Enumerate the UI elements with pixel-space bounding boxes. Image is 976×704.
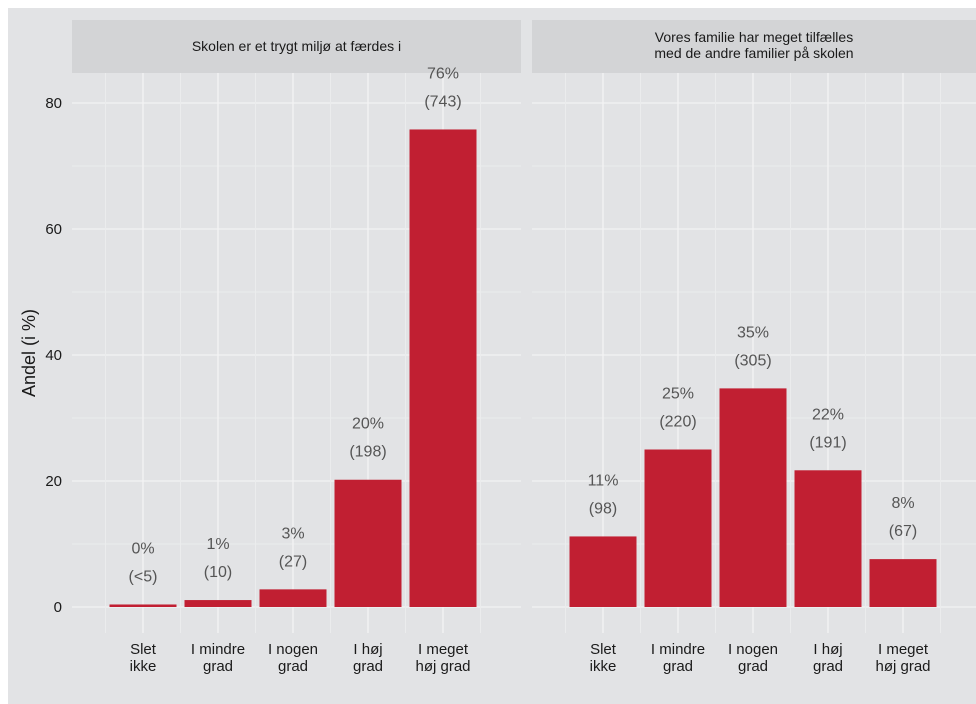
data-label-count: (305) <box>734 352 771 369</box>
x-tick-label: I mindre <box>651 641 705 658</box>
data-label-percent: 35% <box>737 324 769 341</box>
data-label-percent: 22% <box>812 406 844 423</box>
panel-1 <box>72 20 521 633</box>
x-tick-label: I nogen <box>268 641 318 658</box>
data-label-percent: 76% <box>427 65 459 82</box>
bar <box>569 536 637 607</box>
data-label-percent: 3% <box>281 525 304 542</box>
x-tick-label: I nogen <box>728 641 778 658</box>
x-tick-label: grad <box>278 658 308 675</box>
y-tick-label: 40 <box>45 347 62 364</box>
data-label-count: (<5) <box>129 568 158 585</box>
x-tick-label: Slet <box>590 641 617 658</box>
panel-2 <box>532 20 976 633</box>
x-tick-label: ikke <box>590 658 617 675</box>
y-tick-label: 20 <box>45 473 62 490</box>
bar <box>259 589 327 607</box>
data-label-count: (27) <box>279 553 307 570</box>
bar <box>184 600 252 607</box>
data-label-count: (67) <box>889 523 917 540</box>
x-tick-label: Slet <box>130 641 157 658</box>
data-label-count: (220) <box>659 414 696 431</box>
x-tick-label: I meget <box>418 641 469 658</box>
x-tick-label: høj grad <box>875 658 930 675</box>
x-tick-label: høj grad <box>415 658 470 675</box>
x-tick-label: I meget <box>878 641 929 658</box>
data-label-count: (98) <box>589 500 617 517</box>
bar <box>409 129 477 607</box>
y-axis-label: Andel (i %) <box>19 309 39 397</box>
x-tick-label: I høj <box>813 641 842 658</box>
data-label-count: (198) <box>349 444 386 461</box>
bar <box>334 479 402 607</box>
y-tick-label: 60 <box>45 221 62 238</box>
x-tick-label: grad <box>203 658 233 675</box>
x-tick-label: grad <box>353 658 383 675</box>
data-label-percent: 20% <box>352 416 384 433</box>
data-label-percent: 0% <box>131 540 154 557</box>
x-tick-label: I mindre <box>191 641 245 658</box>
bar <box>794 470 862 607</box>
data-label-count: (191) <box>809 434 846 451</box>
data-label-count: (10) <box>204 564 232 581</box>
bar <box>109 604 177 607</box>
y-tick-label: 80 <box>45 95 62 112</box>
bar <box>644 449 712 607</box>
facet-title: Skolen er et trygt miljø at færdes i <box>192 38 401 54</box>
y-tick-label: 0 <box>54 599 62 616</box>
facet-strip <box>532 20 976 73</box>
data-label-count: (743) <box>424 93 461 110</box>
x-tick-label: grad <box>813 658 843 675</box>
x-tick-label: I høj <box>353 641 382 658</box>
data-label-percent: 8% <box>891 495 914 512</box>
facet-title: med de andre familier på skolen <box>654 45 853 61</box>
x-tick-label: ikke <box>130 658 157 675</box>
data-label-percent: 25% <box>662 386 694 403</box>
bar <box>869 559 937 607</box>
x-tick-label: grad <box>738 658 768 675</box>
facet-strip <box>72 20 521 73</box>
bar <box>719 388 787 607</box>
data-label-percent: 1% <box>206 536 229 553</box>
data-label-percent: 11% <box>588 472 619 489</box>
x-tick-label: grad <box>663 658 693 675</box>
facet-title: Vores familie har meget tilfælles <box>655 29 853 45</box>
